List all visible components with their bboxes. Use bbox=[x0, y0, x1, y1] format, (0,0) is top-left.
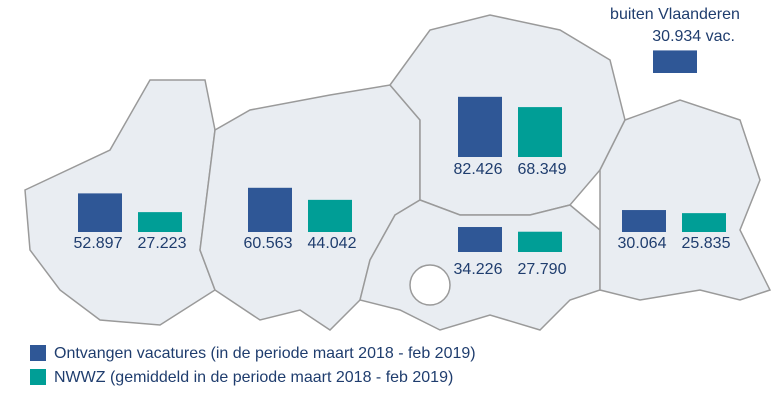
value-label: 44.042 bbox=[308, 235, 357, 252]
bar bbox=[622, 210, 666, 232]
bar bbox=[78, 193, 122, 232]
bar bbox=[248, 187, 292, 232]
value-label: 30.064 bbox=[618, 235, 667, 252]
bar bbox=[653, 50, 697, 73]
outside-value-label: 30.934 vac. bbox=[652, 28, 735, 45]
bar bbox=[518, 231, 562, 252]
bar bbox=[308, 199, 352, 232]
bar bbox=[682, 213, 726, 232]
value-label: 68.349 bbox=[518, 161, 567, 178]
legend-label: Ontvangen vacatures (in de periode maart… bbox=[54, 345, 476, 362]
legend-swatch bbox=[30, 369, 46, 385]
province-shape bbox=[389, 14, 626, 216]
value-label: 27.223 bbox=[138, 235, 187, 252]
outside-label: buiten Vlaanderen bbox=[610, 6, 740, 23]
bar bbox=[458, 96, 502, 157]
legend-swatch bbox=[30, 345, 46, 361]
value-label: 82.426 bbox=[454, 161, 503, 178]
value-label: 27.790 bbox=[518, 261, 567, 278]
brussels bbox=[409, 264, 451, 306]
value-label: 25.835 bbox=[682, 235, 731, 252]
bar bbox=[138, 212, 182, 232]
value-label: 34.226 bbox=[454, 261, 503, 278]
bar bbox=[458, 227, 502, 252]
value-label: 60.563 bbox=[244, 235, 293, 252]
province-shape bbox=[599, 99, 772, 301]
bar bbox=[518, 107, 562, 157]
legend-label: NWWZ (gemiddeld in de periode maart 2018… bbox=[54, 369, 453, 386]
value-label: 52.897 bbox=[74, 235, 123, 252]
